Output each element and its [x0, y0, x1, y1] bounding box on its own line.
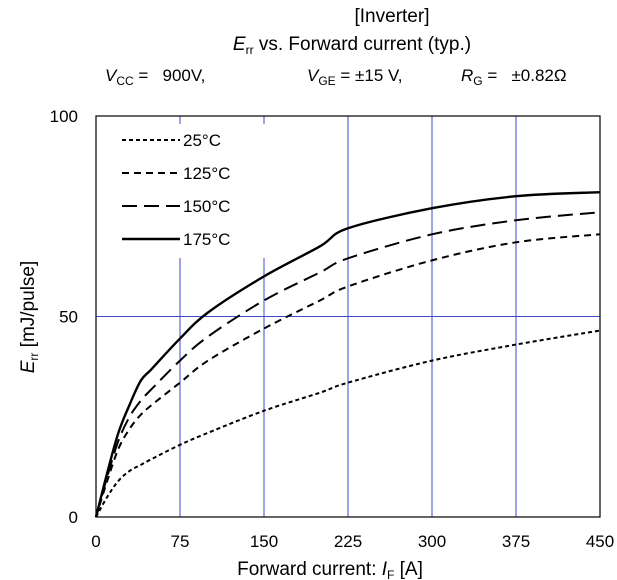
y-tick-label-50: 50 — [59, 308, 78, 327]
x-tick-label-150: 150 — [250, 532, 278, 551]
subtitle-rest: vs. Forward current (typ.) — [254, 34, 472, 55]
series-lines — [94, 190, 601, 518]
legend-label-25c: 25°C — [183, 131, 221, 150]
y-axis-label-unit: [mJ/pulse] — [18, 261, 39, 353]
condition-rg: RG = ±0.82Ω — [461, 66, 567, 88]
condition-vcc-subscript: CC — [116, 74, 134, 88]
plot-frame — [95, 115, 601, 518]
y-axis-label-subscript: rr — [27, 353, 41, 361]
condition-vcc-symbol: V — [105, 66, 118, 85]
condition-vge: VGE = ±15 V, — [307, 66, 403, 88]
series-line-125c — [95, 233, 601, 518]
legend-label-175c: 175°C — [183, 230, 230, 249]
chart-subtitle: Err vs. Forward current (typ.) — [233, 34, 471, 57]
x-tick-label-300: 300 — [418, 532, 446, 551]
x-tick-label-75: 75 — [171, 532, 190, 551]
x-tick-label-0: 0 — [91, 532, 100, 551]
condition-vcc-value: = 900V, — [134, 66, 206, 85]
condition-vge-value: = ±15 V, — [336, 66, 403, 85]
x-axis-label-unit: [A] — [394, 559, 423, 580]
x-tick-label-450: 450 — [586, 532, 614, 551]
x-axis-label: Forward current: IF [A] — [237, 559, 423, 580]
x-axis-label-text: Forward current: — [237, 559, 382, 580]
y-axis-label: Err [mJ/pulse] — [18, 261, 41, 374]
y-tick-label-0: 0 — [69, 508, 78, 527]
y-tick-labels: 0 50 100 — [50, 107, 78, 527]
y-tick-label-100: 100 — [50, 107, 78, 126]
legend-background — [112, 124, 272, 258]
legend-label-150c: 150°C — [183, 197, 230, 216]
subtitle-symbol: E — [233, 34, 246, 55]
x-tick-labels: 0 75 150 225 300 375 450 — [91, 532, 614, 551]
x-tick-label-225: 225 — [334, 532, 362, 551]
x-axis-label-symbol: I — [382, 559, 388, 580]
subtitle-subscript: rr — [246, 43, 254, 57]
chart-title: [Inverter] — [355, 6, 430, 27]
condition-vcc: VCC = 900V, — [105, 66, 205, 88]
series-line-175c — [94, 190, 601, 518]
x-axis-label-subscript: F — [387, 568, 394, 580]
condition-vge-subscript: GE — [318, 74, 335, 88]
legend-label-125c: 125°C — [183, 164, 230, 183]
legend: 25°C 125°C 150°C 175°C — [122, 131, 230, 249]
condition-vge-symbol: V — [307, 66, 320, 85]
condition-rg-subscript: G — [473, 74, 482, 88]
series-line-25c — [95, 329, 601, 518]
x-tick-label-375: 375 — [502, 532, 530, 551]
series-line-150c — [95, 211, 601, 518]
condition-rg-value: = ±0.82Ω — [483, 66, 567, 85]
y-axis-label-symbol: E — [18, 360, 39, 373]
condition-rg-symbol: R — [461, 66, 473, 85]
